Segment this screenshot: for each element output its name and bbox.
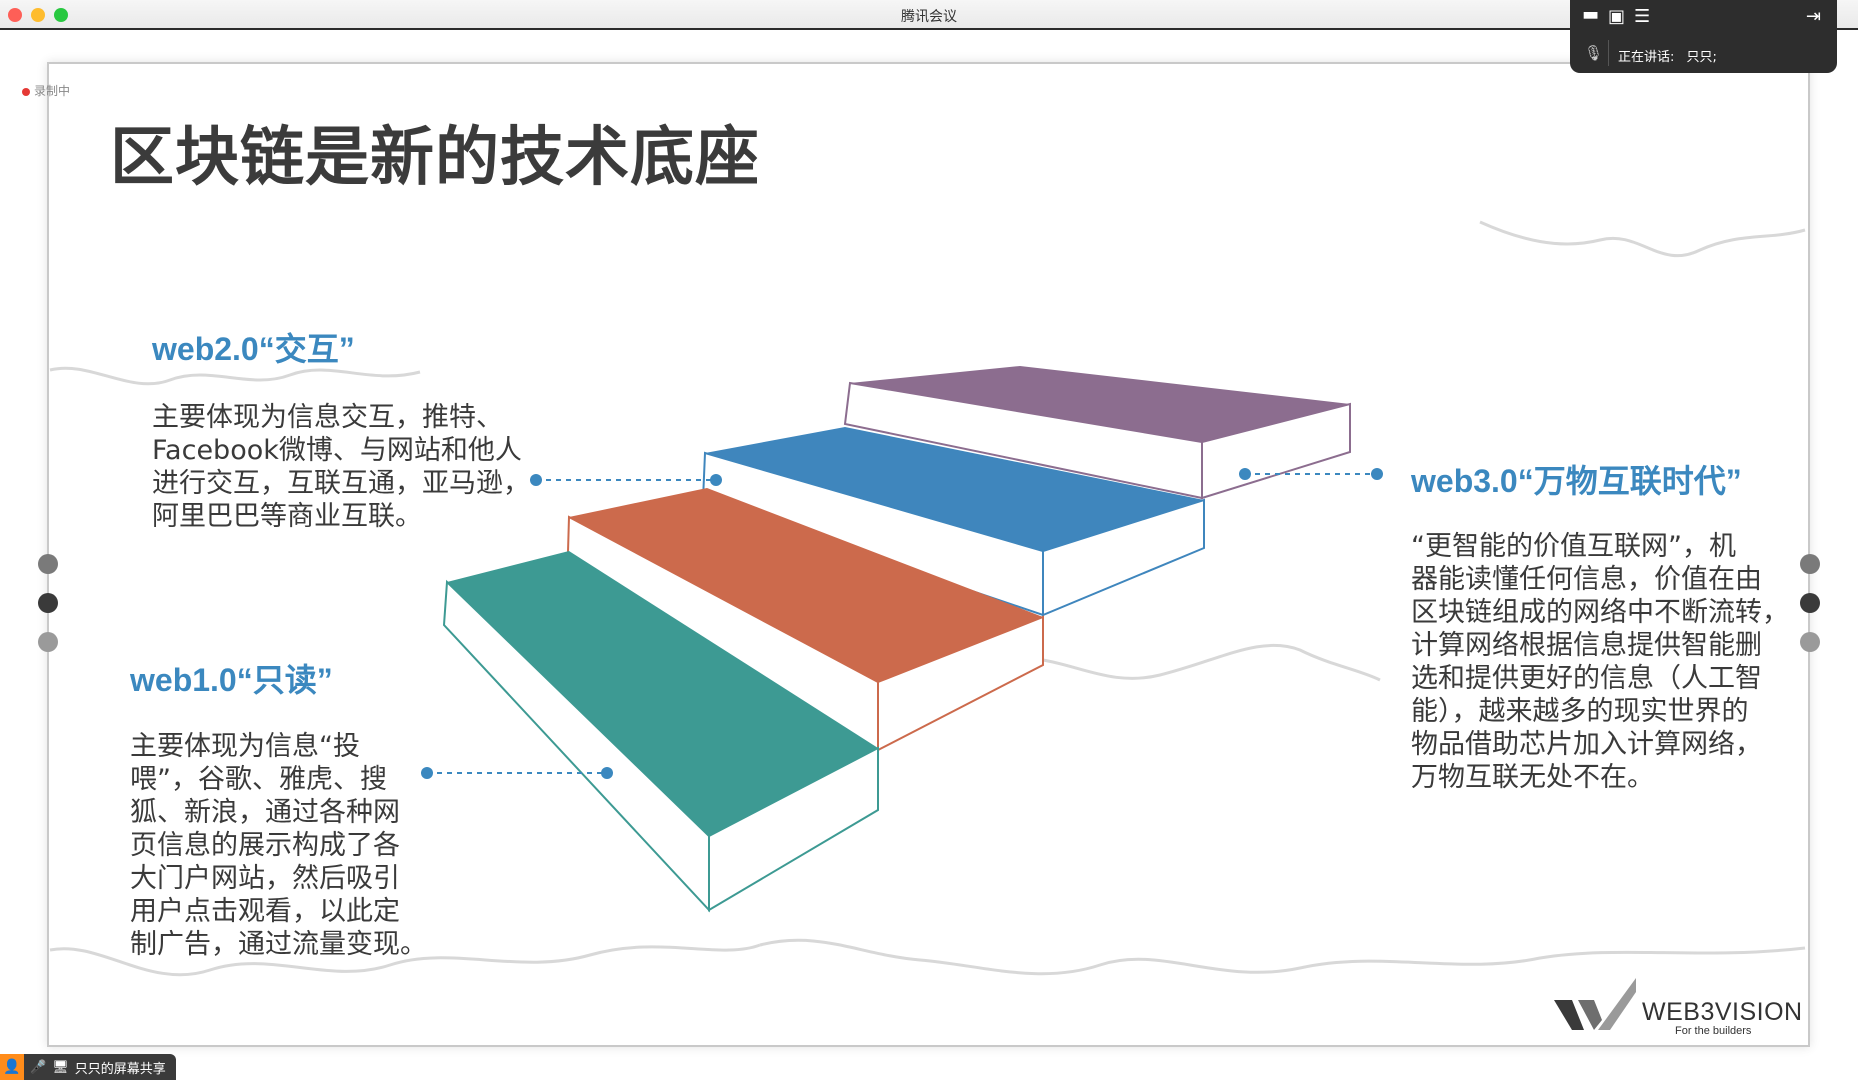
slide-nav-dot[interactable] bbox=[38, 632, 58, 652]
web1-line: 大门户网站，然后吸引 bbox=[130, 863, 400, 894]
connector-dot bbox=[601, 767, 613, 779]
web1-line: 主要体现为信息“投 bbox=[130, 731, 360, 762]
close-window-button[interactable] bbox=[8, 8, 22, 22]
recording-label: 录制中 bbox=[34, 84, 71, 98]
web1-line: 页信息的展示构成了各 bbox=[130, 830, 400, 861]
slide-nav-dot-active[interactable] bbox=[38, 593, 58, 613]
staircase-diagram bbox=[442, 366, 1351, 913]
web3-line: 器能读懂任何信息，价值在由 bbox=[1411, 564, 1762, 595]
web1-description: 主要体现为信息“投 喂”，谷歌、雅虎、搜 狐、新浪，通过各种网 页信息的展示构成… bbox=[130, 730, 427, 961]
logo-tagline: For the builders bbox=[1675, 1025, 1752, 1037]
step-web2-blue bbox=[705, 427, 1204, 551]
speaker-name: 只只; bbox=[1686, 50, 1717, 65]
minimize-panel-icon[interactable]: ▬ bbox=[1582, 4, 1600, 25]
web1-line: 用户点击观看，以此定 bbox=[130, 896, 400, 927]
step-web3-top bbox=[850, 366, 1350, 442]
speaking-indicator: 正在讲话: 只只; bbox=[1618, 46, 1717, 65]
web1-line: 喂”，谷歌、雅虎、搜 bbox=[130, 764, 387, 795]
meeting-floating-panel: ▬ ▣ ☰ ⇥ 🎙 正在讲话: 只只; bbox=[1570, 0, 1837, 73]
connector-dot bbox=[1371, 468, 1383, 480]
connector-dot bbox=[710, 474, 722, 486]
web2-description: 主要体现为信息交互，推特、 Facebook微博、与网站和他人 进行交互，互联互… bbox=[152, 401, 530, 533]
web3-line: 选和提供更好的信息（人工智 bbox=[1411, 663, 1762, 694]
panel-divider bbox=[1608, 40, 1609, 66]
connector-dot bbox=[1239, 468, 1251, 480]
step-web2-orange bbox=[569, 488, 1043, 682]
web3-heading: web3.0“万物互联时代” bbox=[1411, 463, 1742, 499]
web3-description: “更智能的价值互联网”，机 器能读懂任何信息，价值在由 区块链组成的网络中不断流… bbox=[1411, 530, 1789, 794]
list-view-icon[interactable]: ☰ bbox=[1634, 6, 1651, 27]
web3-line: “更智能的价值互联网”，机 bbox=[1411, 531, 1736, 562]
slide-nav-dot-active[interactable] bbox=[1800, 593, 1820, 613]
web1-line: 制广告，通过流量变现。 bbox=[130, 929, 427, 960]
window-mode-icon[interactable]: ▣ bbox=[1608, 6, 1626, 27]
window-title-bar: 腾讯会议 bbox=[0, 0, 1858, 30]
web3-line: 万物互联无处不在。 bbox=[1411, 762, 1654, 793]
connector-dot bbox=[530, 474, 542, 486]
recording-dot-icon bbox=[22, 87, 30, 96]
muted-mic-icon[interactable]: 🎙 bbox=[1584, 44, 1604, 62]
web3vision-logo-icon bbox=[1554, 978, 1636, 1030]
slide-nav-dot[interactable] bbox=[1800, 632, 1820, 652]
minimize-window-button[interactable] bbox=[31, 8, 45, 22]
logo-name: WEB3VISION bbox=[1642, 998, 1803, 1026]
dotted-connectors bbox=[427, 473, 1377, 774]
slide-nav-dot[interactable] bbox=[38, 554, 58, 574]
expand-panel-icon[interactable]: ⇥ bbox=[1806, 6, 1822, 27]
web3-line: 计算网络根据信息提供智能删 bbox=[1411, 630, 1762, 661]
share-label: 只只的屏幕共享 bbox=[74, 1061, 166, 1077]
web2-heading: web2.0“交互” bbox=[152, 331, 355, 367]
web1-heading: web1.0“只读” bbox=[130, 662, 333, 698]
window-title: 腾讯会议 bbox=[901, 9, 957, 25]
web1-line: 狐、新浪，通过各种网 bbox=[130, 797, 400, 828]
share-screen-icon: 🖥 bbox=[52, 1059, 69, 1075]
web3-line: 区块链组成的网络中不断流转， bbox=[1411, 597, 1789, 628]
speaking-label: 正在讲话: bbox=[1618, 50, 1675, 65]
step-web1-teal bbox=[447, 551, 878, 836]
slide-title: 区块链是新的技术底座 bbox=[110, 121, 760, 195]
web2-line: 阿里巴巴等商业互联。 bbox=[152, 501, 422, 532]
web2-line: Facebook微博、与网站和他人 bbox=[152, 435, 522, 466]
web2-line: 主要体现为信息交互，推特、 bbox=[152, 402, 503, 433]
web3-line: 能），越来越多的现实世界的 bbox=[1411, 696, 1749, 727]
connector-dot bbox=[421, 767, 433, 779]
mic-icon: 🎤 bbox=[30, 1059, 47, 1075]
decorative-wave-lines bbox=[49, 220, 1806, 977]
slide-nav-dot[interactable] bbox=[1800, 554, 1820, 574]
zoom-window-button[interactable] bbox=[54, 8, 68, 22]
web3-line: 物品借助芯片加入计算网络， bbox=[1411, 729, 1762, 760]
recording-indicator: 录制中 bbox=[22, 82, 70, 99]
user-icon: 👤 bbox=[0, 1054, 24, 1080]
screen-share-tag[interactable]: 👤 🎤 🖥 只只的屏幕共享 bbox=[0, 1054, 176, 1080]
web2-line: 进行交互，互联互通，亚马逊， bbox=[152, 468, 530, 499]
